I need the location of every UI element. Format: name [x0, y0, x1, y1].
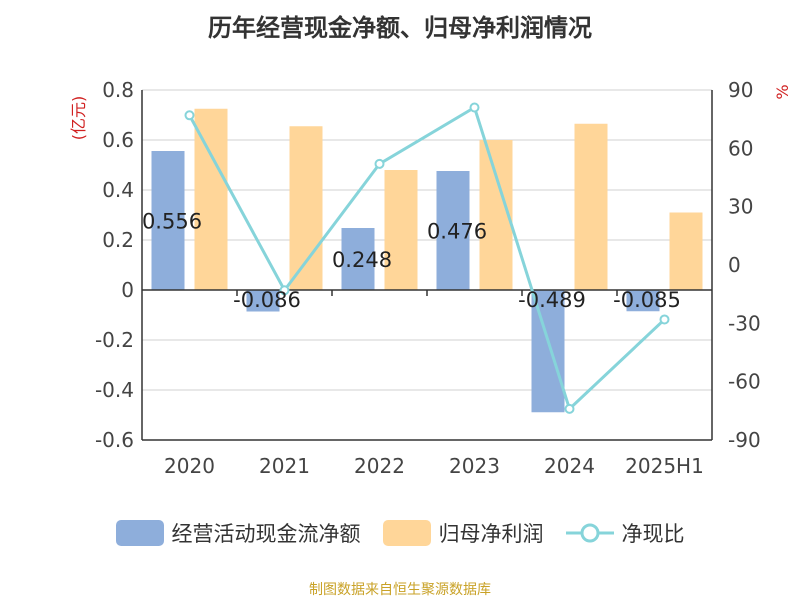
x-tick-label: 2024 — [544, 454, 595, 478]
bar-cashflow — [626, 290, 660, 312]
line-point-cash-ratio — [374, 158, 385, 169]
y-left-unit-label: (亿元) — [69, 96, 88, 141]
x-tick-label: 2022 — [354, 454, 405, 478]
legend-item-cash-ratio[interactable]: 净现比 — [565, 518, 685, 548]
legend: 经营活动现金流净额 归母净利润 净现比 — [0, 518, 800, 548]
y-left-tick-label: 0.6 — [102, 128, 134, 152]
line-point-cash-ratio — [469, 102, 480, 113]
y-left-tick-label: -0.4 — [95, 378, 134, 402]
y-left-tick-label: -0.2 — [95, 328, 134, 352]
data-label-cashflow: -0.086 — [233, 288, 301, 312]
x-tick-label: 2023 — [449, 454, 500, 478]
y-right-tick-label: -30 — [728, 311, 761, 335]
y-right-unit-label: % — [773, 84, 792, 99]
legend-swatch-cash-ratio — [565, 523, 614, 543]
legend-label-cashflow: 经营活动现金流净额 — [171, 522, 361, 546]
chart-title: 历年经营现金净额、归母净利润情况 — [208, 14, 592, 42]
bar-cashflow — [341, 228, 375, 290]
y-left-tick-label: 0 — [121, 278, 134, 302]
bar-net-profit — [289, 126, 323, 290]
y-left-tick-label: -0.6 — [95, 428, 134, 452]
y-left-tick-label: 0.8 — [102, 78, 134, 102]
legend-item-cashflow[interactable]: 经营活动现金流净额 — [115, 518, 361, 548]
source-note: 制图数据来自恒生聚源数据库 — [309, 582, 491, 598]
x-tick-label: 2020 — [164, 454, 215, 478]
legend-label-cash-ratio: 净现比 — [621, 522, 685, 546]
data-label-cashflow: -0.489 — [518, 288, 586, 312]
bar-net-profit — [194, 108, 228, 290]
data-label-cashflow: -0.085 — [613, 288, 681, 312]
line-point-cash-ratio — [659, 314, 670, 325]
legend-item-net-profit[interactable]: 归母净利润 — [382, 518, 544, 548]
y-right-tick-label: -90 — [728, 428, 761, 452]
line-point-cash-ratio — [184, 110, 195, 121]
y-right-tick-label: -60 — [728, 370, 761, 394]
legend-label-net-profit: 归母净利润 — [438, 522, 544, 546]
y-right-tick-label: 30 — [728, 195, 753, 219]
y-left-tick-label: 0.4 — [102, 178, 134, 202]
legend-swatch-net-profit — [382, 520, 431, 546]
data-label-cashflow: 0.476 — [427, 220, 487, 244]
bar-cashflow — [151, 151, 185, 290]
y-right-tick-label: 60 — [728, 136, 753, 160]
y-right-tick-label: 90 — [728, 78, 753, 102]
line-cash-ratio — [188, 105, 666, 412]
bar-cashflow — [246, 290, 280, 312]
data-label-cashflow: 0.556 — [142, 210, 202, 234]
bar-net-profit — [669, 212, 703, 290]
x-tick-label: 2025H1 — [625, 454, 704, 478]
bar-cashflow — [436, 171, 470, 290]
line-point-cash-ratio — [564, 403, 575, 414]
legend-swatch-cashflow — [115, 520, 164, 546]
bar-net-profit — [574, 123, 608, 290]
y-right-tick-label: 0 — [728, 253, 741, 277]
line-point-cash-ratio — [279, 285, 290, 296]
y-left-tick-label: 0.2 — [102, 228, 134, 252]
x-tick-label: 2021 — [259, 454, 310, 478]
data-label-cashflow: 0.248 — [332, 248, 392, 272]
bar-net-profit — [384, 170, 418, 290]
